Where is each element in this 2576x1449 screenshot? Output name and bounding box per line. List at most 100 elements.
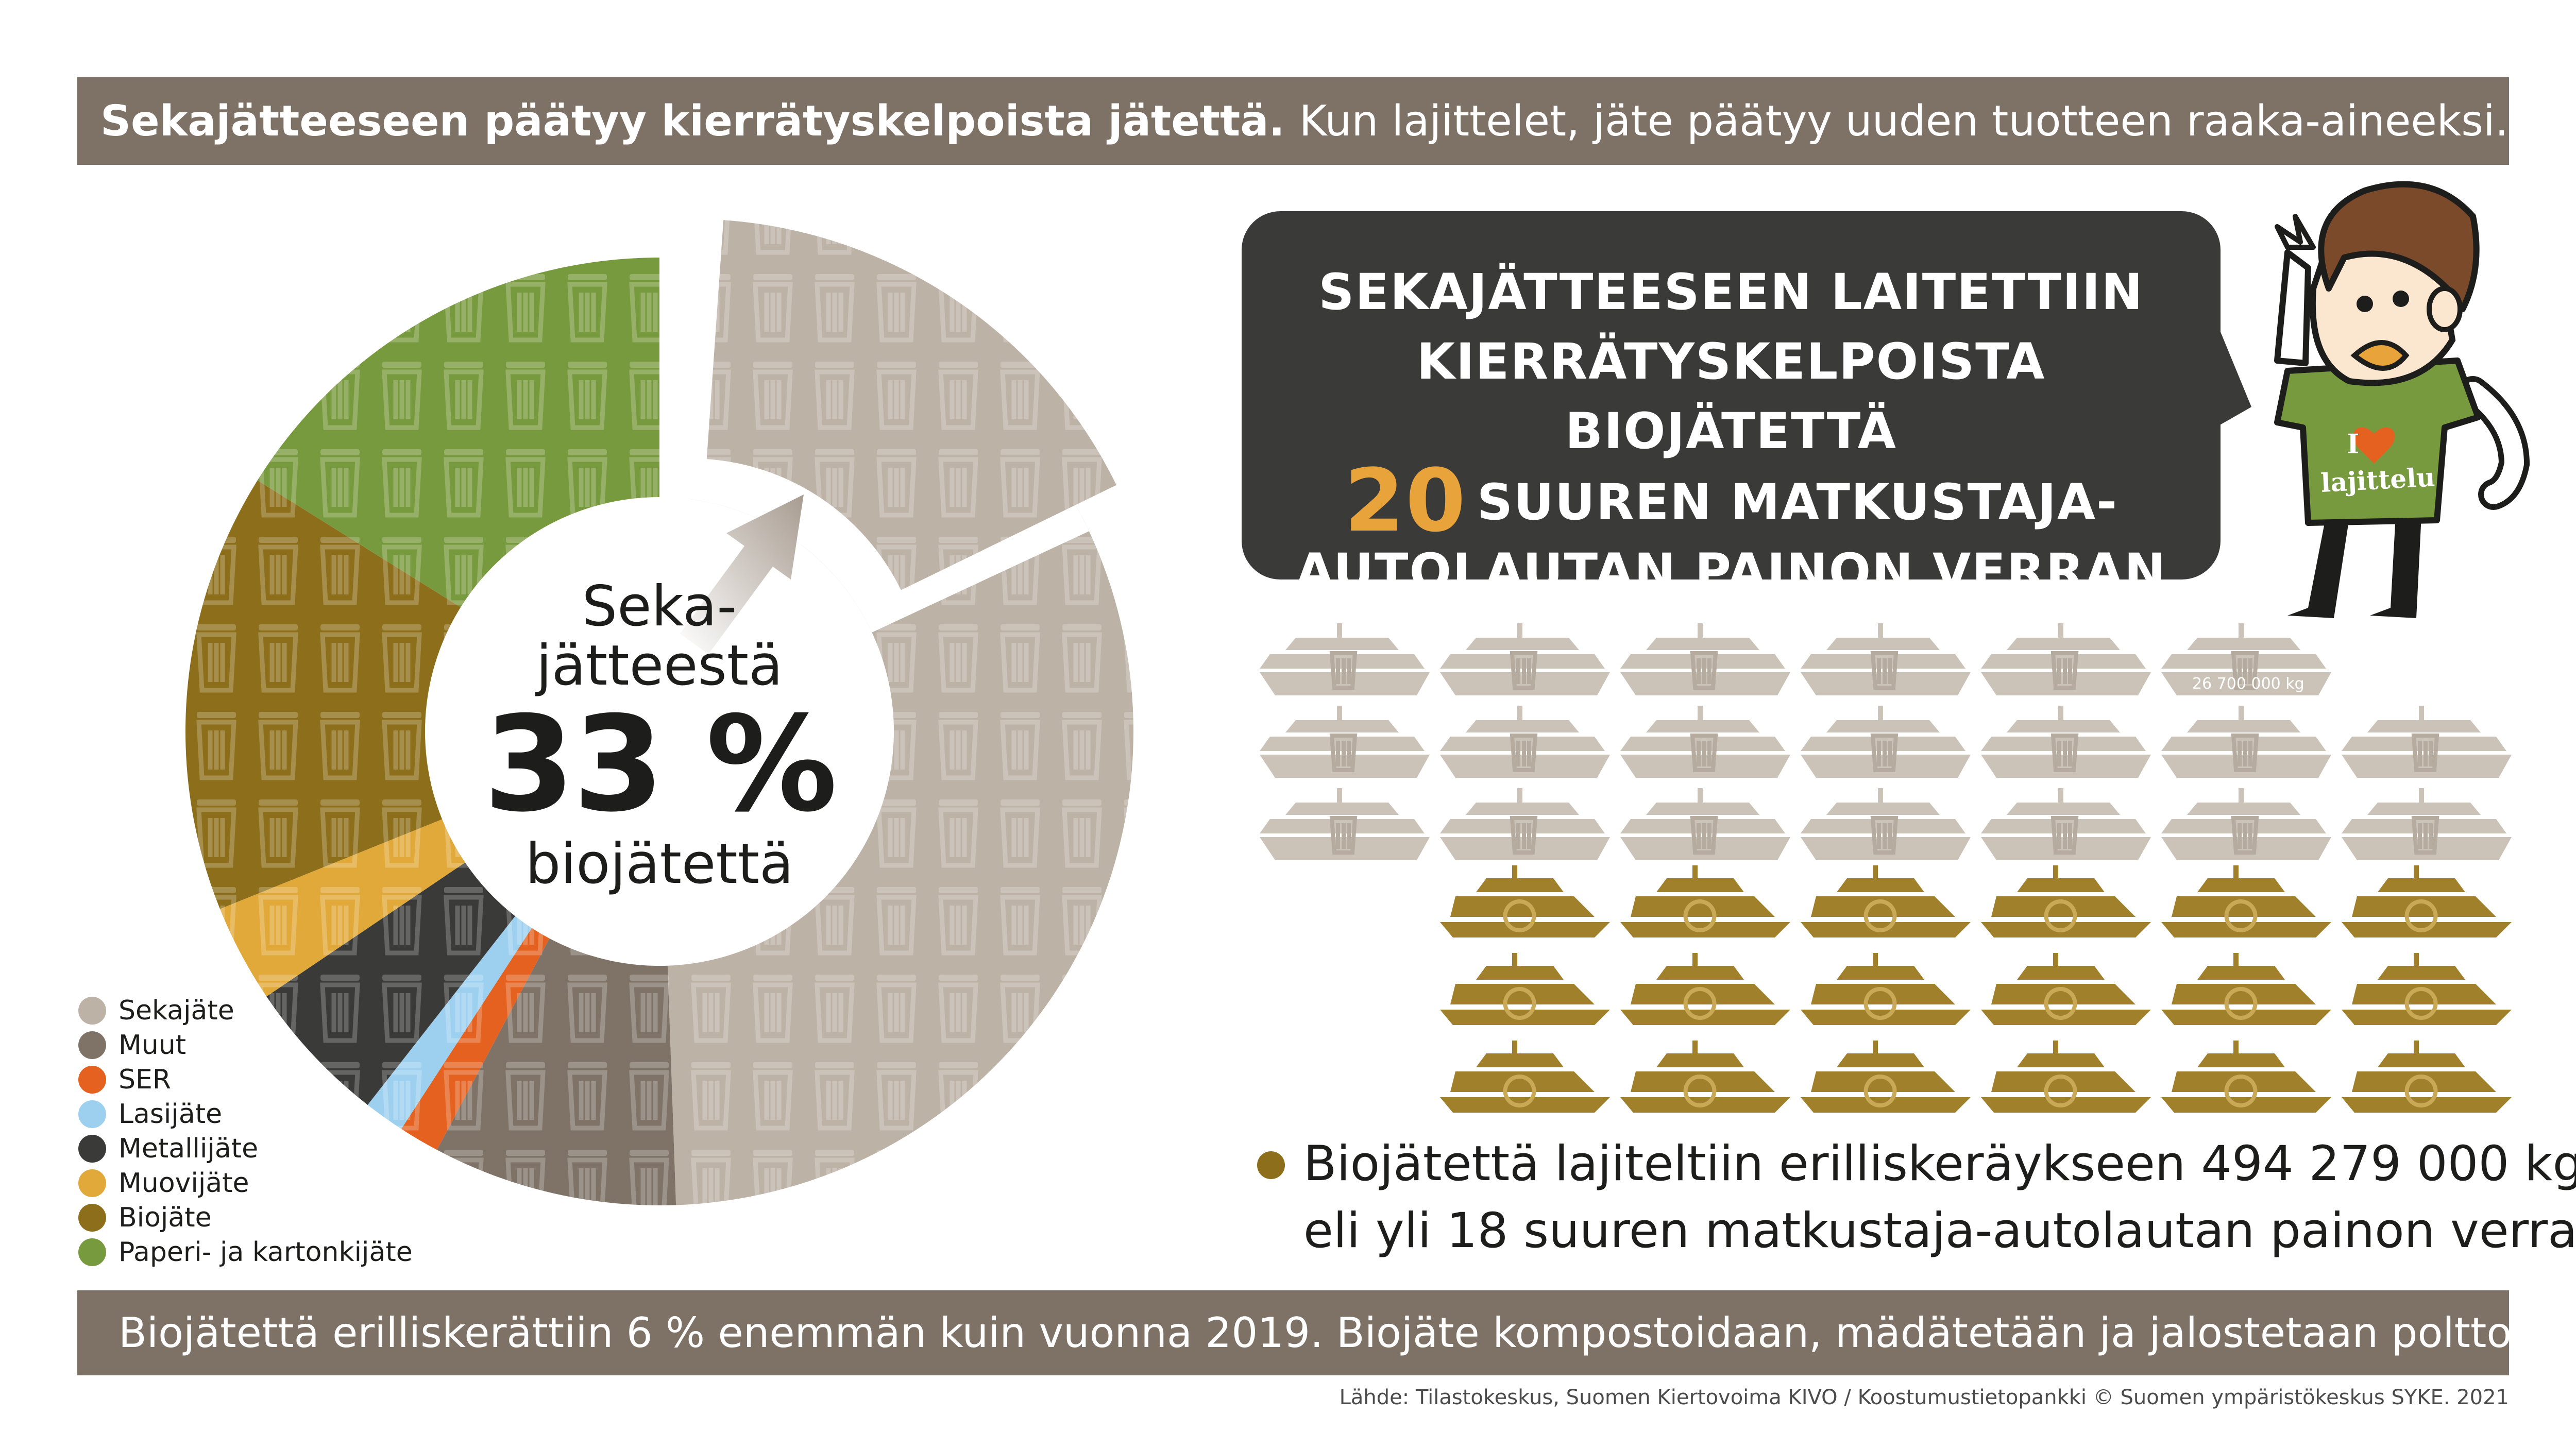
ferry-icon-gold <box>2161 953 2331 1025</box>
legend-label: Muut <box>118 1029 187 1061</box>
donut-segment-pattern <box>367 916 532 1129</box>
legend-item: SER <box>78 1062 413 1097</box>
footer-text: Biojätettä erilliskerättiin 6 % enemmän … <box>118 1309 2576 1357</box>
ship-grid <box>1260 623 2512 1113</box>
ferry-icon-gold <box>1801 865 1971 937</box>
top-banner: Sekajätteeseen päätyy kierrätyskelpoista… <box>77 77 2509 165</box>
ferry-icon-gold <box>2342 1041 2512 1113</box>
ferry-icon-grey <box>1981 788 2151 860</box>
bubble-line-3: SUUREN MATKUSTAJA- <box>1477 473 2118 531</box>
legend-item: Metallijäte <box>78 1131 413 1166</box>
ferry-icon-gold <box>1801 1041 1971 1113</box>
legend-item: Muovijäte <box>78 1166 413 1200</box>
ferry-icon-grey <box>1801 623 1971 695</box>
ferry-icon-gold <box>1981 1041 2151 1113</box>
ferry-icon-grey <box>2161 788 2331 860</box>
donut-segment-pattern <box>401 928 550 1150</box>
legend-swatch <box>78 996 106 1025</box>
center-line-1: Seka- <box>582 574 737 639</box>
bullet-statement: Biojätettä lajiteltiin erilliskeräykseen… <box>1257 1131 2576 1265</box>
legend-swatch <box>78 1065 106 1094</box>
ferry-icon-grey <box>1260 706 1430 778</box>
legend-swatch <box>78 1031 106 1059</box>
legend: Sekajäte Muut SER Lasijäte Metallijäte Muovij… <box>78 993 413 1269</box>
ferry-icon-grey <box>1801 706 1971 778</box>
center-line-3: biojätettä <box>525 832 794 896</box>
arrow-icon <box>680 495 804 654</box>
center-line-2: jätteestä <box>536 634 783 698</box>
legend-swatch <box>78 1100 106 1128</box>
donut-center-label: Seka- jätteestä 33 % biojätettä <box>448 577 871 894</box>
bubble-number: 20 <box>1344 450 1467 551</box>
donut-segment-pattern <box>219 819 465 997</box>
ferry-icon-gold <box>2161 865 2331 937</box>
legend-item: Biojäte <box>78 1200 413 1235</box>
ferry-icon-grey <box>1260 788 1430 860</box>
header-normal-text: Kun lajittelet, jäte päätyy uuden tuotte… <box>1299 96 2509 146</box>
legend-swatch <box>78 1134 106 1163</box>
donut-segment-pattern <box>437 938 676 1205</box>
ferry-icon-grey <box>2342 706 2512 778</box>
ferry-icon-gold <box>1981 953 2151 1025</box>
bubble-line-1: SEKAJÄTTEESEEN LAITETTIIN <box>1318 263 2144 321</box>
ferry-icon-grey <box>1620 706 1790 778</box>
header-bold-text: Sekajätteeseen päätyy kierrätyskelpoista… <box>100 96 1285 146</box>
legend-item: Sekajäte <box>78 993 413 1028</box>
ferry-icon-gold <box>1981 865 2151 937</box>
legend-item: Lasijäte <box>78 1097 413 1131</box>
legend-item: Paperi- ja kartonkijäte <box>78 1235 413 1269</box>
ferry-icon-gold <box>1440 865 1610 937</box>
ferry-icon-grey <box>1620 623 1790 695</box>
legend-label: Sekajäte <box>118 995 234 1026</box>
legend-label: Biojäte <box>118 1202 212 1233</box>
bullet-line-2: eli yli 18 suuren matkustaja-autolautan … <box>1303 1203 2576 1259</box>
ferry-icon-gold <box>1440 1041 1610 1113</box>
ship-weight-label: 26 700 000 kg <box>2192 675 2304 693</box>
bubble-line-2: KIERRÄTYSKELPOISTA BIOJÄTETTÄ <box>1416 333 2046 460</box>
ferry-icon-grey <box>1260 623 1430 695</box>
bubble-line-4: AUTOLAUTAN PAINON VERRAN <box>1295 543 2167 601</box>
ferry-icon-grey <box>1440 706 1610 778</box>
donut-segment-pattern <box>257 258 659 607</box>
speech-bubble-text: SEKAJÄTTEESEEN LAITETTIIN KIERRÄTYSKELPO… <box>1242 258 2221 607</box>
ferry-icon-gold <box>2342 953 2512 1025</box>
ferry-icon-grey <box>1981 623 2151 695</box>
source-credit: Lähde: Tilastokeskus, Suomen Kiertovoima… <box>1339 1386 2509 1409</box>
bullet-dot-icon <box>1257 1151 1285 1179</box>
legend-label: Muovijäte <box>118 1167 249 1199</box>
donut-exploded-pattern <box>706 220 1116 590</box>
legend-label: Lasijäte <box>118 1098 223 1130</box>
ferry-icon-gold <box>2342 865 2512 937</box>
ferry-icon-grey <box>2161 623 2331 695</box>
legend-item: Muut <box>78 1028 413 1062</box>
ferry-icon-gold <box>1801 953 1971 1025</box>
legend-label: SER <box>118 1064 171 1095</box>
speech-bubble: SEKAJÄTTEESEEN LAITETTIIN KIERRÄTYSKELPO… <box>1242 211 2221 601</box>
ferry-icon-grey <box>2342 788 2512 860</box>
legend-label: Metallijäte <box>118 1133 259 1164</box>
ferry-icon-grey <box>1620 788 1790 860</box>
ferry-icon-grey <box>1440 623 1610 695</box>
shirt-text-lajittelu: lajittelu <box>2320 462 2436 498</box>
donut-segment-pattern <box>266 862 515 1105</box>
shirt-text-i: I <box>2347 429 2359 460</box>
ferry-icon-grey <box>2161 706 2331 778</box>
ferry-icon-grey <box>1981 706 2151 778</box>
ferry-icon-gold <box>2161 1041 2331 1113</box>
legend-swatch <box>78 1238 106 1266</box>
character-illustration: I lajittelu <box>2274 181 2530 618</box>
bullet-line-1: Biojätettä lajiteltiin erilliskeräykseen… <box>1303 1136 2576 1192</box>
donut-chart <box>185 220 1133 1205</box>
speech-bubble-tail <box>2215 319 2251 428</box>
ferry-icon-gold <box>1620 1041 1790 1113</box>
legend-swatch <box>78 1169 106 1197</box>
ferry-icon-gold <box>1620 865 1790 937</box>
bottom-banner: Biojätettä erilliskerättiin 6 % enemmän … <box>77 1290 2576 1375</box>
legend-label: Paperi- ja kartonkijäte <box>118 1236 413 1268</box>
legend-swatch <box>78 1203 106 1232</box>
ferry-icon-grey <box>1801 788 1971 860</box>
ferry-icon-gold <box>1620 953 1790 1025</box>
center-value: 33 % <box>483 688 837 841</box>
ferry-icon-gold <box>1440 953 1610 1025</box>
